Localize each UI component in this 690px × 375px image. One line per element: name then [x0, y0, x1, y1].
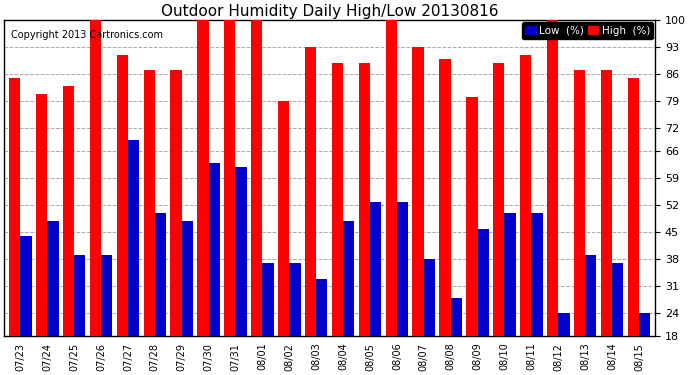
Bar — [278, 101, 289, 336]
Bar — [235, 167, 247, 336]
Bar — [639, 314, 650, 336]
Bar — [20, 236, 32, 336]
Bar — [36, 94, 47, 336]
Bar — [612, 263, 623, 336]
Bar — [359, 63, 370, 336]
Bar — [208, 163, 220, 336]
Bar — [74, 255, 86, 336]
Bar — [128, 140, 139, 336]
Legend: Low  (%), High  (%): Low (%), High (%) — [522, 22, 653, 39]
Bar — [451, 298, 462, 336]
Bar — [262, 263, 274, 336]
Title: Outdoor Humidity Daily High/Low 20130816: Outdoor Humidity Daily High/Low 20130816 — [161, 4, 498, 19]
Bar — [628, 78, 639, 336]
Bar — [170, 70, 181, 336]
Bar — [343, 221, 355, 336]
Bar — [101, 255, 112, 336]
Bar — [289, 263, 301, 336]
Bar — [155, 213, 166, 336]
Bar — [585, 255, 596, 336]
Bar — [493, 63, 504, 336]
Bar — [601, 70, 612, 336]
Bar — [90, 16, 101, 336]
Bar — [117, 55, 128, 336]
Bar — [47, 221, 59, 336]
Bar — [224, 20, 235, 336]
Bar — [477, 228, 489, 336]
Bar — [370, 201, 382, 336]
Bar — [413, 47, 424, 336]
Bar — [251, 20, 262, 336]
Text: Copyright 2013 Cartronics.com: Copyright 2013 Cartronics.com — [10, 30, 163, 40]
Bar — [197, 20, 208, 336]
Bar — [574, 70, 585, 336]
Bar — [181, 221, 193, 336]
Bar — [440, 59, 451, 336]
Bar — [316, 279, 328, 336]
Bar — [504, 213, 516, 336]
Bar — [332, 63, 343, 336]
Bar — [63, 86, 74, 336]
Bar — [424, 260, 435, 336]
Bar — [386, 20, 397, 336]
Bar — [9, 78, 20, 336]
Bar — [466, 98, 477, 336]
Bar — [531, 213, 542, 336]
Bar — [547, 20, 558, 336]
Bar — [397, 201, 408, 336]
Bar — [558, 314, 569, 336]
Bar — [144, 70, 155, 336]
Bar — [520, 55, 531, 336]
Bar — [305, 47, 316, 336]
